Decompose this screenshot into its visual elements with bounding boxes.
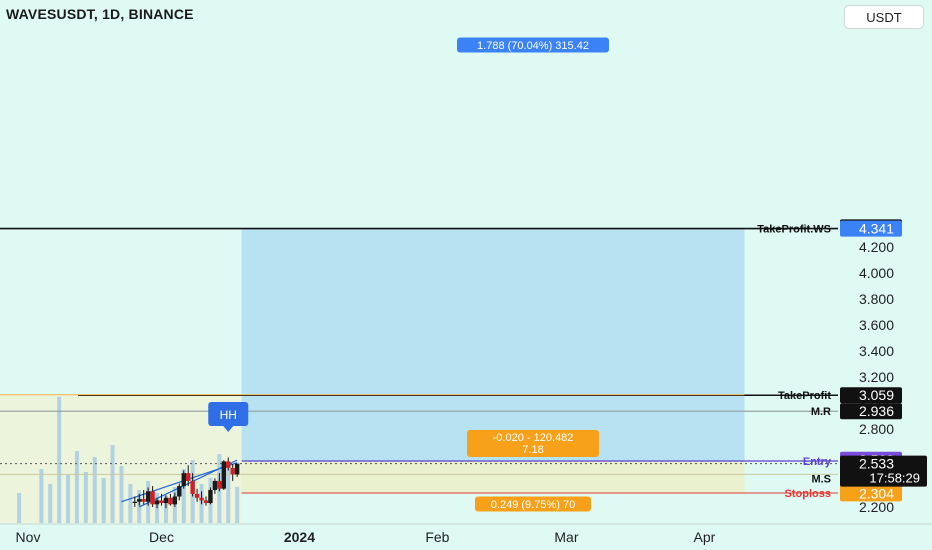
volume-bar xyxy=(92,457,97,523)
candle xyxy=(150,491,155,505)
candle xyxy=(137,499,142,502)
time-tick-label: Mar xyxy=(554,529,578,545)
target-label-text: 1.788 (70.04%) 315.42 xyxy=(477,40,589,52)
candle xyxy=(208,490,213,504)
candle xyxy=(199,497,204,501)
volume-bar xyxy=(48,484,53,523)
candle xyxy=(132,501,137,504)
hh-box xyxy=(208,402,249,426)
candle xyxy=(177,486,182,497)
candle xyxy=(163,497,169,504)
level-price-tag-text: 3.059 xyxy=(859,387,894,403)
level-price-tag: 3.059 xyxy=(840,387,902,404)
volume-bar xyxy=(39,469,44,523)
countdown-text: 17:58:29 xyxy=(869,471,920,486)
price-tick-label: 4.000 xyxy=(859,265,894,281)
candle xyxy=(145,491,151,502)
level-price-tag-text: 2.936 xyxy=(859,403,894,419)
open-pnl-text: 7.18 xyxy=(522,444,543,456)
level-price-tag-box xyxy=(840,387,902,404)
volume-bar xyxy=(181,469,186,523)
candle xyxy=(172,496,178,505)
candle xyxy=(168,497,173,505)
price-tick-label: 3.400 xyxy=(859,343,894,359)
stop-zone xyxy=(241,461,745,493)
level-name-label: TakeProfit.WS xyxy=(757,224,831,236)
level-name-label: Entry xyxy=(803,456,832,468)
time-tick-label: Apr xyxy=(694,529,716,545)
candles-layer xyxy=(132,457,240,509)
candle xyxy=(190,480,195,494)
time-axis-bg xyxy=(0,524,932,550)
open-pnl-box xyxy=(467,430,599,457)
volume-bar xyxy=(128,484,133,523)
volume-bar xyxy=(17,493,22,523)
volume-bar xyxy=(119,466,124,523)
level-name-label: TakeProfit xyxy=(778,390,831,402)
level-price-tag-box xyxy=(840,220,902,237)
currency-selector[interactable]: USDT xyxy=(844,5,924,29)
candle xyxy=(203,500,209,504)
price-tick-label: 2.800 xyxy=(859,421,894,437)
price-tick-label: 2.200 xyxy=(859,499,894,515)
time-tick-label: Feb xyxy=(425,529,449,545)
volume-bar xyxy=(83,472,88,523)
candle xyxy=(154,500,160,505)
current-price-box xyxy=(840,455,927,487)
stop-label-box xyxy=(475,496,591,512)
target-label: 1.788 (70.04%) 315.42 xyxy=(457,37,609,53)
time-tick-label: Dec xyxy=(149,529,174,545)
level-name-label: Stoploss xyxy=(785,488,831,500)
candle xyxy=(181,473,186,487)
volume-bar xyxy=(66,475,71,523)
candle xyxy=(217,480,222,489)
price-tick-label: 4.200 xyxy=(859,239,894,255)
hh-annotation: HH xyxy=(208,402,249,432)
candle xyxy=(234,463,240,475)
target-zone xyxy=(241,228,745,462)
level-price-tag: 2.936 xyxy=(840,403,902,420)
volume-bar xyxy=(235,487,240,523)
volume-bar xyxy=(110,445,115,523)
level-price-tag: 4.341 xyxy=(840,220,902,237)
candle xyxy=(141,499,146,502)
trendline xyxy=(121,462,238,503)
hh-pointer xyxy=(223,426,234,432)
hh-label: HH xyxy=(220,408,237,422)
volume-bar xyxy=(57,397,62,523)
level-name-label: M.R xyxy=(811,406,831,418)
candle xyxy=(159,500,164,504)
price-tag-box xyxy=(840,485,902,502)
price-tick-label: 3.800 xyxy=(859,291,894,307)
chart-title: WAVESUSDT, 1D, BINANCE xyxy=(6,6,194,22)
candle xyxy=(226,461,231,468)
price-tag-text: 2.304 xyxy=(859,485,894,501)
time-tick-label: 2024 xyxy=(284,529,315,545)
level-price-tag-box xyxy=(840,403,902,420)
level-price-tag-text: 4.341 xyxy=(859,221,894,237)
volume-bar xyxy=(163,496,168,523)
candle xyxy=(186,473,191,481)
price-tick-label: 3.600 xyxy=(859,317,894,333)
candle xyxy=(212,480,218,491)
volume-bar xyxy=(101,478,106,523)
open-pnl-text: -0.020 - 120.482 xyxy=(493,432,574,444)
stop-label-text: 0.249 (9.75%) 70 xyxy=(491,499,575,511)
candle xyxy=(230,467,235,475)
price-tag: 2.304 xyxy=(840,485,902,502)
time-tick-label: Nov xyxy=(16,529,41,545)
current-price-text: 2.533 xyxy=(859,456,894,472)
candle xyxy=(221,461,226,489)
volume-bar xyxy=(226,466,231,523)
target-label-box xyxy=(457,37,609,53)
volume-bar xyxy=(74,451,79,523)
level-name-label: M.S xyxy=(811,473,831,485)
stop-label: 0.249 (9.75%) 70 xyxy=(475,496,591,512)
candle xyxy=(194,493,200,498)
price-tick-label: 3.200 xyxy=(859,369,894,385)
